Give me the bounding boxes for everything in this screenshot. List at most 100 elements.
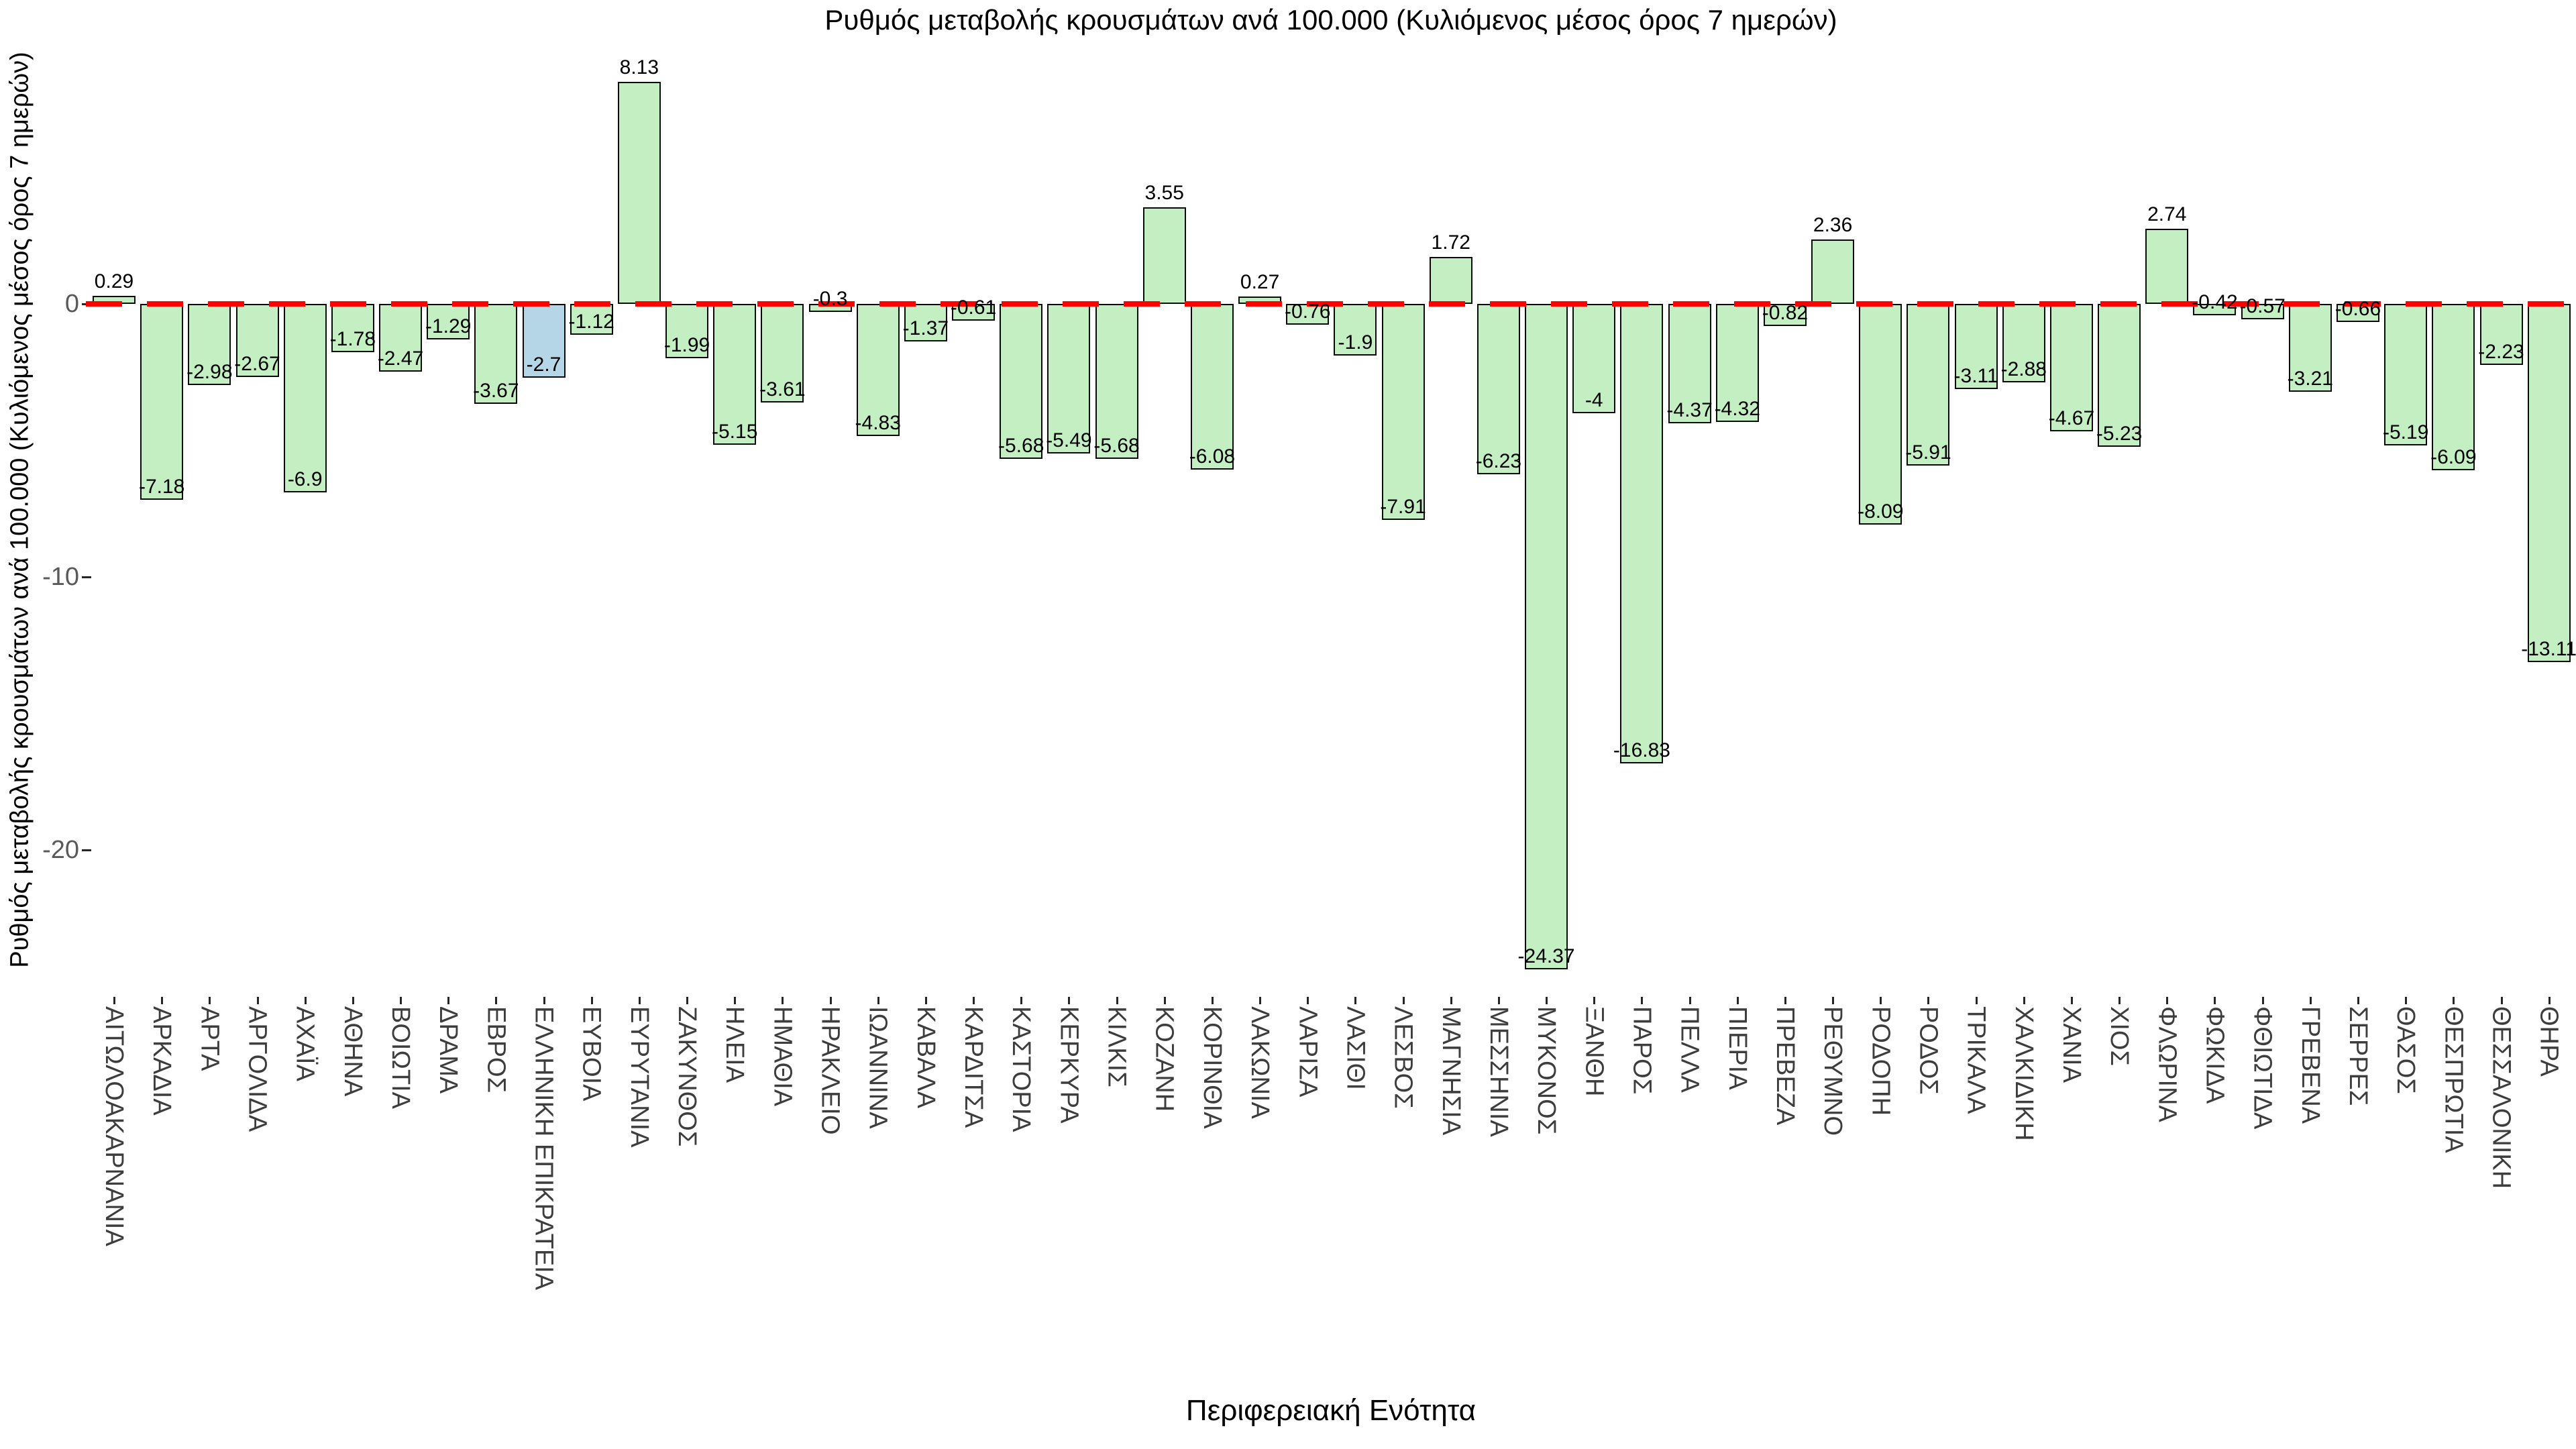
x-tick-mark — [1116, 997, 1118, 1004]
bar-value-label: 3.55 — [1144, 181, 1184, 204]
bar-value-label: -24.37 — [1517, 945, 1575, 967]
x-tick-mark — [495, 997, 498, 1004]
bar-value-label: -5.49 — [1046, 429, 1092, 452]
bar-value-label: -0.57 — [2239, 295, 2286, 318]
x-tick-mark — [2548, 997, 2551, 1004]
x-tick-label: ΚΟΡΙΝΘΙΑ — [1197, 1006, 1226, 1129]
x-tick-mark — [1832, 997, 1835, 1004]
x-tick-mark — [2118, 997, 2121, 1004]
x-tick-label: ΘΑΣΟΣ — [2392, 1006, 2420, 1094]
x-tick-mark — [2070, 997, 2073, 1004]
x-tick-mark — [1880, 997, 1882, 1004]
chart-title: Ρυθμός μεταβολής κρουσμάτων ανά 100.000 … — [824, 4, 1837, 36]
x-tick-label: ΑΙΤΩΛΟΑΚΑΡΝΑΝΙΑ — [100, 1006, 128, 1246]
bar — [665, 304, 709, 358]
bar — [1142, 207, 1186, 304]
y-tick-label: 0 — [64, 290, 79, 318]
x-tick-label: ΑΡΓΟΛΙΔΑ — [243, 1006, 272, 1132]
bar — [1715, 304, 1759, 422]
x-tick-mark — [209, 997, 211, 1004]
x-tick-label: ΚΟΖΑΝΗ — [1150, 1006, 1179, 1112]
x-tick-mark — [638, 997, 641, 1004]
x-tick-label: ΛΑΣΙΘΙ — [1341, 1006, 1370, 1090]
x-tick-label: ΚΕΡΚΥΡΑ — [1055, 1006, 1083, 1124]
bar-value-label: -5.68 — [998, 435, 1044, 458]
x-tick-mark — [1020, 997, 1023, 1004]
bar-value-label: -5.91 — [1905, 441, 1951, 464]
bar-value-label: -5.19 — [2382, 421, 2429, 444]
bar-value-label: -6.23 — [1475, 449, 1522, 472]
x-tick-mark — [1068, 997, 1071, 1004]
y-tick-mark — [82, 849, 91, 851]
x-tick-label: ΚΑΒΑΛΑ — [911, 1006, 940, 1109]
x-tick-mark — [2357, 997, 2359, 1004]
x-tick-label: ΕΒΡΟΣ — [482, 1006, 511, 1093]
x-tick-mark — [590, 997, 593, 1004]
bar — [1477, 304, 1520, 474]
x-tick-mark — [2309, 997, 2312, 1004]
x-tick-mark — [113, 997, 115, 1004]
x-tick-label: ΠΙΕΡΙΑ — [1723, 1006, 1752, 1090]
x-tick-mark — [304, 997, 307, 1004]
bar — [474, 304, 518, 405]
bar-value-label: -2.67 — [234, 352, 280, 375]
bar-value-label: -6.08 — [1189, 445, 1236, 468]
x-tick-label: ΞΑΝΘΗ — [1580, 1006, 1609, 1097]
x-tick-label: ΙΩΑΝΝΙΝΑ — [863, 1006, 892, 1129]
x-tick-label: ΑΧΑΪΑ — [290, 1006, 319, 1081]
bar-value-label: -1.78 — [329, 328, 376, 351]
x-tick-label: ΧΑΛΚΙΔΙΚΗ — [2009, 1006, 2038, 1141]
x-tick-label: ΑΘΗΝΑ — [338, 1006, 367, 1097]
x-tick-label: ΣΕΡΡΕΣ — [2343, 1006, 2372, 1106]
x-tick-label: ΚΑΣΤΟΡΙΑ — [1007, 1006, 1036, 1132]
x-tick-mark — [1641, 997, 1644, 1004]
x-tick-mark — [543, 997, 545, 1004]
x-tick-label: ΖΑΚΥΝΘΟΣ — [673, 1006, 702, 1147]
y-axis-title: Ρυθμός μεταβολής κρουσμάτων ανά 100.000 … — [5, 52, 34, 968]
x-tick-mark — [973, 997, 975, 1004]
bar-value-label: 0.27 — [1240, 271, 1280, 293]
bar-value-label: -3.67 — [473, 380, 519, 402]
x-tick-label: ΗΡΑΚΛΕΙΟ — [816, 1006, 845, 1135]
x-tick-label: ΡΕΘΥΜΝΟ — [1819, 1006, 1847, 1136]
x-tick-label: ΗΜΑΘΙΑ — [768, 1006, 797, 1107]
bar-value-label: -0.82 — [1762, 302, 1809, 325]
bar-value-label: -0.3 — [812, 288, 848, 311]
x-tick-mark — [1402, 997, 1405, 1004]
x-tick-mark — [1307, 997, 1309, 1004]
x-tick-mark — [2214, 997, 2216, 1004]
x-tick-mark — [2166, 997, 2169, 1004]
bar-value-label: -4.32 — [1714, 397, 1760, 420]
bar-value-label: 2.36 — [1813, 213, 1853, 236]
bar-value-label: -5.23 — [2096, 422, 2143, 445]
x-tick-label: ΘΗΡΑ — [2534, 1006, 2563, 1077]
x-tick-mark — [1354, 997, 1357, 1004]
bar-value-label: 8.13 — [619, 56, 659, 79]
x-tick-label: ΜΕΣΣΗΝΙΑ — [1484, 1006, 1513, 1137]
bar-value-label: -8.09 — [1858, 500, 1904, 523]
x-tick-label: ΘΕΣΠΡΩΤΙΑ — [2439, 1006, 2468, 1153]
bar — [1620, 304, 1664, 763]
x-tick-mark — [829, 997, 832, 1004]
x-tick-mark — [1736, 997, 1739, 1004]
bar-value-label: -4 — [1585, 388, 1603, 411]
bar-value-label: -5.15 — [712, 420, 758, 443]
x-tick-mark — [1784, 997, 1786, 1004]
x-tick-label: ΒΟΙΩΤΙΑ — [386, 1006, 415, 1109]
zero-dashed-line — [86, 301, 2576, 307]
x-tick-label: ΡΟΔΟΠΗ — [1866, 1006, 1895, 1116]
x-tick-mark — [1163, 997, 1166, 1004]
bar-value-label: 0.29 — [94, 270, 134, 293]
bar-value-label: 2.74 — [2147, 203, 2187, 226]
x-tick-label: ΑΡΚΑΔΙΑ — [148, 1006, 176, 1116]
x-tick-mark — [1975, 997, 1978, 1004]
x-tick-label: ΛΑΚΩΝΙΑ — [1246, 1006, 1275, 1119]
x-tick-mark — [686, 997, 689, 1004]
bar-value-label: -3.61 — [759, 378, 806, 400]
bar — [1286, 304, 1330, 325]
bar — [2384, 304, 2428, 446]
bar — [1190, 304, 1234, 470]
x-tick-mark — [734, 997, 737, 1004]
bar-value-label: -0.61 — [950, 296, 997, 319]
